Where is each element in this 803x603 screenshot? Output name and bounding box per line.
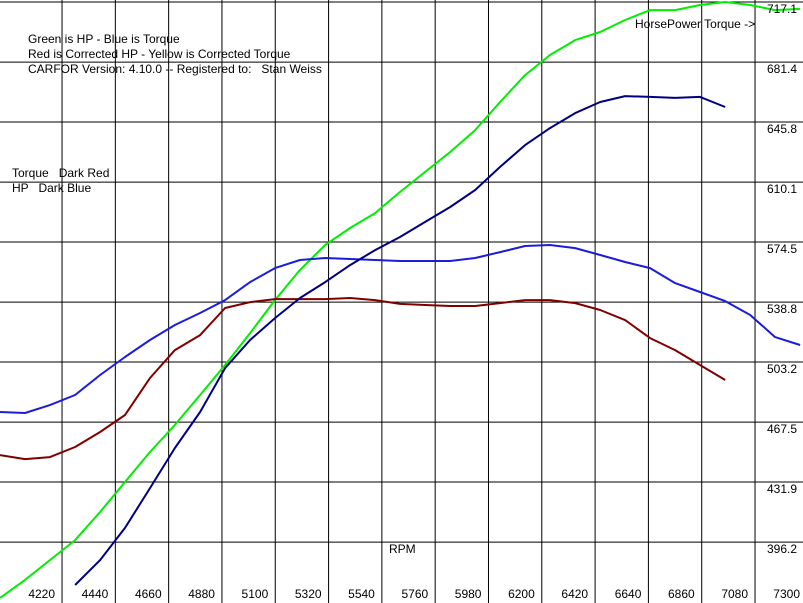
x-tick-label: 4220 <box>28 587 55 601</box>
annotation: HorsePower Torque -> <box>635 17 755 31</box>
line-series <box>0 244 801 414</box>
x-tick-label: 5320 <box>295 587 322 601</box>
y-tick-label: 396.2 <box>767 542 797 556</box>
x-tick-label: 6200 <box>508 587 535 601</box>
y-tick-label: 681.4 <box>767 62 797 76</box>
y-tick-label: 467.5 <box>767 422 797 436</box>
annotation: CARFOR Version: 4.10.0 -- Registered to:… <box>28 62 322 76</box>
annotation: HP Dark Blue <box>12 181 91 195</box>
annotation: Torque Dark Red <box>12 166 109 180</box>
line-series <box>74 95 726 586</box>
y-tick-label: 645.8 <box>767 122 797 136</box>
line-series <box>0 297 726 461</box>
x-tick-label: 7080 <box>721 587 748 601</box>
annotation: Green is HP - Blue is Torque <box>28 32 180 46</box>
y-tick-label: 574.5 <box>767 242 797 256</box>
x-tick-label: 5980 <box>455 587 482 601</box>
y-tick-label: 717.1 <box>767 2 797 16</box>
y-tick-label: 431.9 <box>767 482 797 496</box>
x-tick-label: 5100 <box>242 587 269 601</box>
x-tick-label: 4440 <box>82 587 109 601</box>
x-tick-label: 6860 <box>668 587 695 601</box>
x-tick-label: 6640 <box>615 587 642 601</box>
y-tick-label: 538.8 <box>767 302 797 316</box>
x-axis-label: RPM <box>389 542 416 556</box>
x-tick-label: 5540 <box>348 587 375 601</box>
annotation: Red is Corrected HP - Yellow is Correcte… <box>28 47 291 61</box>
x-tick-label: 6420 <box>561 587 588 601</box>
x-tick-label: 7300 <box>773 587 800 601</box>
x-tick-label: 4880 <box>188 587 215 601</box>
y-tick-label: 610.1 <box>767 182 797 196</box>
x-tick-label: 5760 <box>401 587 428 601</box>
x-tick-label: 4660 <box>135 587 162 601</box>
y-tick-label: 503.2 <box>767 362 797 376</box>
